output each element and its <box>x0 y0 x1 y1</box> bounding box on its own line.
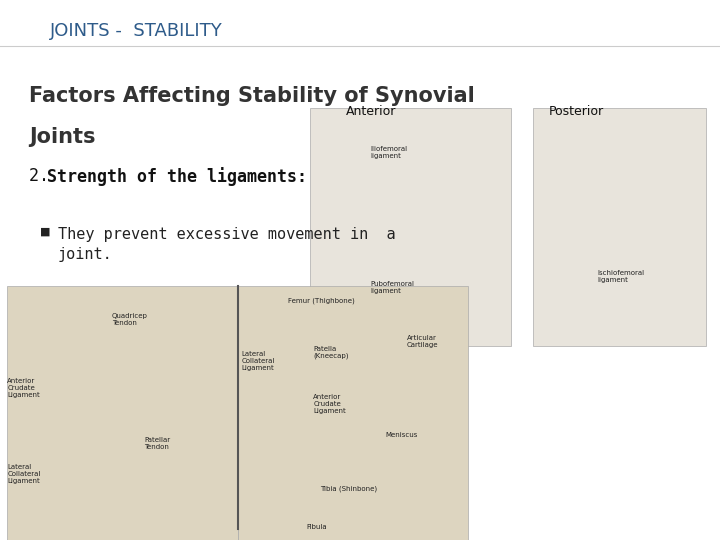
Text: Iliofemoral
ligament: Iliofemoral ligament <box>371 146 408 159</box>
Text: Anterior
Crudate
Ligament: Anterior Crudate Ligament <box>313 394 346 414</box>
Text: Factors Affecting Stability of Synovial: Factors Affecting Stability of Synovial <box>29 86 474 106</box>
FancyBboxPatch shape <box>238 286 468 540</box>
Text: Anterior: Anterior <box>346 105 396 118</box>
Text: Pubofemoral
ligament: Pubofemoral ligament <box>371 281 415 294</box>
Text: Patellar
Tendon: Patellar Tendon <box>144 437 170 450</box>
Text: Patella
(Kneecap): Patella (Kneecap) <box>313 346 348 359</box>
Text: They prevent excessive movement in  a
joint.: They prevent excessive movement in a joi… <box>58 227 395 261</box>
FancyBboxPatch shape <box>310 108 511 346</box>
Text: Posterior: Posterior <box>549 105 603 118</box>
Text: Meniscus: Meniscus <box>385 432 418 438</box>
Text: Quadricep
Tendon: Quadricep Tendon <box>112 313 148 326</box>
Text: ■: ■ <box>40 227 50 237</box>
Text: Anterior
Crudate
Ligament: Anterior Crudate Ligament <box>7 378 40 398</box>
Text: Lateral
Collateral
Ligament: Lateral Collateral Ligament <box>241 351 274 371</box>
Text: Articular
Cartilage: Articular Cartilage <box>407 335 438 348</box>
Text: Lateral
Collateral
Ligament: Lateral Collateral Ligament <box>7 464 40 484</box>
Text: Ischiofemoral
ligament: Ischiofemoral ligament <box>598 270 644 283</box>
Text: JOINTS -  STABILITY: JOINTS - STABILITY <box>50 22 223 39</box>
Text: Fibula: Fibula <box>306 524 327 530</box>
Text: Femur (Thighbone): Femur (Thighbone) <box>288 297 355 303</box>
Text: Strength of the ligaments:: Strength of the ligaments: <box>47 167 307 186</box>
Text: 2.: 2. <box>29 167 59 185</box>
FancyBboxPatch shape <box>7 286 238 540</box>
Text: Tibia (Shinbone): Tibia (Shinbone) <box>320 486 377 492</box>
Text: Joints: Joints <box>29 127 95 147</box>
FancyBboxPatch shape <box>533 108 706 346</box>
